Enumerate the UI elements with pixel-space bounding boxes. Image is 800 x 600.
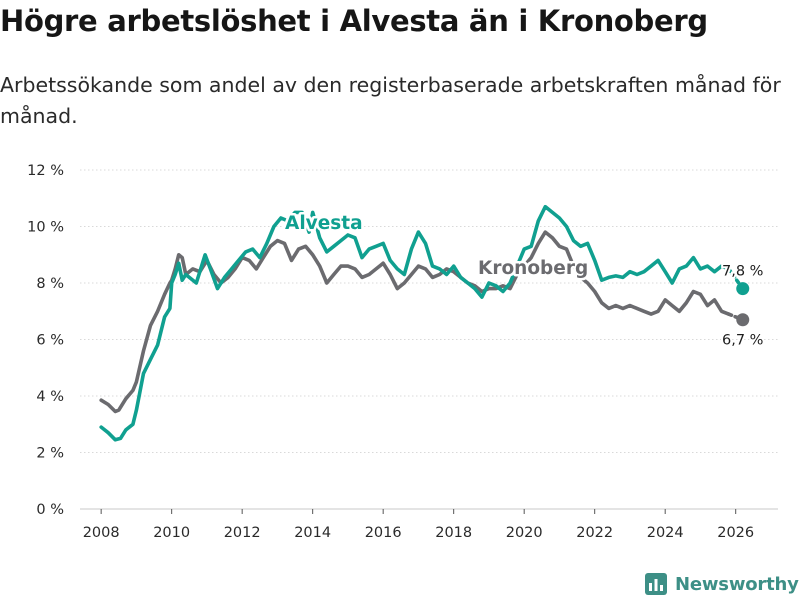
newsworthy-logo-icon (645, 573, 667, 595)
y-tick-label: 2 % (36, 446, 64, 462)
series-label-kronoberg: Kronoberg (478, 258, 588, 279)
gridlines (80, 169, 778, 510)
x-tick-label: 2014 (294, 525, 331, 541)
x-tick-label: 2026 (717, 525, 754, 541)
series-label-alvesta: Alvesta (285, 213, 363, 234)
series-labels: Alvesta Kronoberg 7,8 % 6,7 % (283, 211, 766, 351)
y-axis: 0 % 2 % 4 % 6 % 8 % 10 % 12 % (27, 163, 64, 518)
x-tick-label: 2022 (576, 525, 613, 541)
brand-name: Newsworthy (675, 573, 799, 595)
last-value-label-alvesta: 7,8 % (722, 264, 763, 280)
x-tick-label: 2012 (224, 525, 261, 541)
x-axis: 2008 2010 2012 2014 2016 2018 2020 2022 2024 2026 (83, 509, 754, 541)
y-tick-label: 4 % (36, 389, 64, 405)
x-tick-label: 2020 (506, 525, 543, 541)
series-line-kronoberg (99, 230, 731, 414)
y-tick-label: 10 % (27, 220, 64, 236)
y-tick-label: 0 % (36, 502, 64, 518)
x-tick-label: 2008 (83, 525, 120, 541)
x-tick-label: 2018 (435, 525, 472, 541)
last-value-label-kronoberg: 6,7 % (722, 333, 763, 349)
y-tick-label: 12 % (27, 163, 64, 179)
y-tick-label: 6 % (36, 333, 64, 349)
last-point-kronoberg (736, 313, 750, 327)
chart-title: Högre arbetslöshet i Alvesta än i Kronob… (0, 4, 708, 38)
chart-subtitle: Arbetssökande som andel av den registerb… (0, 73, 781, 128)
y-tick-label: 8 % (36, 276, 64, 292)
last-point-alvesta (736, 282, 750, 296)
x-tick-label: 2016 (365, 525, 402, 541)
brand-logo: Newsworthy (645, 569, 799, 599)
x-tick-label: 2024 (647, 525, 684, 541)
series-lines (99, 204, 750, 442)
x-tick-label: 2010 (153, 525, 190, 541)
series-line-alvesta (99, 204, 731, 442)
